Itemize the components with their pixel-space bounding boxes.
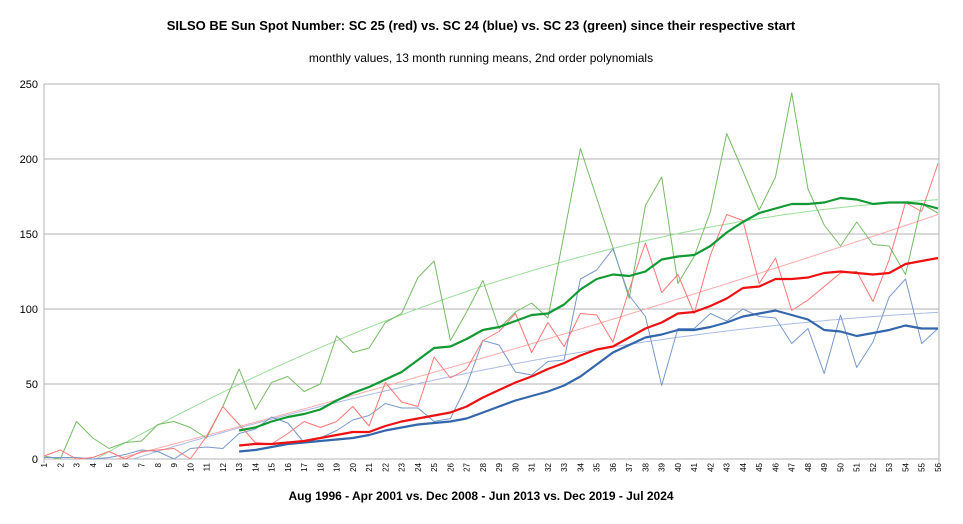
x-tick-label: 3 [73, 462, 82, 467]
x-tick-label: 10 [186, 462, 195, 471]
x-tick-label: 8 [154, 462, 163, 467]
x-tick-label: 42 [706, 462, 715, 471]
x-tick-label: 49 [820, 462, 829, 471]
x-tick-label: 53 [885, 462, 894, 471]
x-tick-label: 23 [398, 462, 407, 471]
x-tick-label: 41 [690, 462, 699, 471]
x-tick-label: 12 [219, 462, 228, 471]
x-tick-label: 19 [333, 462, 342, 471]
x-tick-label: 34 [576, 462, 585, 471]
x-tick-label: 50 [836, 462, 845, 471]
x-tick-label: 55 [918, 462, 927, 471]
x-tick-label: 15 [268, 462, 277, 471]
x-tick-label: 20 [349, 462, 358, 471]
x-axis-label: Aug 1996 - Apr 2001 vs. Dec 2008 - Jun 2… [288, 489, 673, 503]
x-tick-label: 40 [674, 462, 683, 471]
x-tick-label: 32 [544, 462, 553, 471]
trendlines [97, 200, 938, 459]
x-tick-label: 35 [593, 462, 602, 471]
x-tick-label: 14 [251, 462, 260, 471]
y-tick-label: 250 [20, 79, 38, 91]
gridlines [44, 84, 939, 463]
x-tick-label: 7 [138, 462, 147, 467]
series-sc-25-13-month-mean [239, 258, 938, 446]
series-sc-24-13-month-mean [239, 310, 938, 451]
y-tick-label: 100 [20, 304, 38, 316]
x-tick-label: 51 [853, 462, 862, 471]
y-tick-label: 50 [26, 379, 38, 391]
x-tick-label: 37 [625, 462, 634, 471]
x-tick-label: 30 [511, 462, 520, 471]
x-tick-label: 27 [463, 462, 472, 471]
series-sc-23-monthly [44, 93, 938, 459]
x-tick-label: 16 [284, 462, 293, 471]
x-tick-label: 47 [788, 462, 797, 471]
x-tick-label: 56 [934, 462, 943, 471]
x-tick-label: 24 [414, 462, 423, 471]
y-axis-ticks: 0 50 100 150 200 250 [20, 79, 38, 466]
series-line [44, 93, 938, 459]
x-tick-label: 45 [755, 462, 764, 471]
chart-subtitle: monthly values, 13 month running means, … [309, 51, 653, 65]
y-tick-label: 150 [20, 229, 38, 241]
x-tick-label: 9 [170, 462, 179, 467]
data-series [44, 93, 938, 459]
x-tick-label: 46 [771, 462, 780, 471]
x-tick-label: 33 [560, 462, 569, 471]
series-line [239, 258, 938, 446]
x-tick-label: 5 [105, 462, 114, 467]
trendline-sc-25-monthly [117, 215, 938, 459]
x-tick-label: 26 [446, 462, 455, 471]
x-tick-label: 25 [430, 462, 439, 471]
x-tick-label: 11 [203, 462, 212, 471]
chart-title: SILSO BE Sun Spot Number: SC 25 (red) vs… [167, 18, 796, 33]
x-tick-label: 29 [495, 462, 504, 471]
y-tick-label: 200 [20, 154, 38, 166]
x-tick-label: 52 [869, 462, 878, 471]
x-tick-label: 13 [235, 462, 244, 471]
x-tick-label: 6 [121, 462, 130, 467]
x-tick-label: 36 [609, 462, 618, 471]
x-tick-label: 31 [528, 462, 537, 471]
x-tick-label: 22 [381, 462, 390, 471]
x-tick-label: 21 [365, 462, 374, 471]
y-tick-label: 0 [32, 454, 38, 466]
trendline-sc-24-monthly [133, 312, 938, 458]
x-tick-label: 44 [739, 462, 748, 471]
x-tick-label: 39 [658, 462, 667, 471]
x-tick-label: 18 [316, 462, 325, 471]
series-line [239, 311, 938, 452]
trendline-sc-23-monthly [97, 200, 938, 459]
x-tick-label: 48 [804, 462, 813, 471]
x-tick-label: 38 [641, 462, 650, 471]
x-tick-label: 54 [901, 462, 910, 471]
series-sc-24-monthly [44, 249, 938, 459]
x-tick-label: 43 [723, 462, 732, 471]
x-tick-label: 17 [300, 462, 309, 471]
x-tick-label: 1 [40, 462, 49, 467]
series-line [44, 249, 938, 459]
x-tick-label: 4 [89, 462, 98, 467]
x-tick-label: 2 [56, 462, 65, 467]
x-tick-label: 28 [479, 462, 488, 471]
